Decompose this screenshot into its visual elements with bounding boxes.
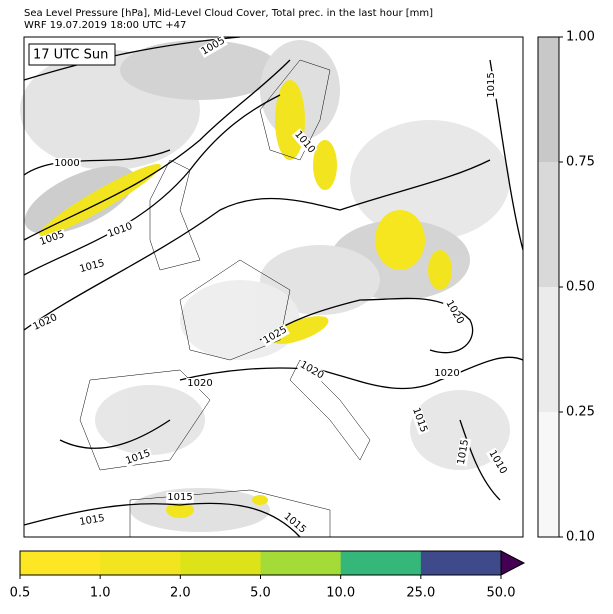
tick-label: 0.25 xyxy=(566,405,595,420)
isobar-label: 1015 xyxy=(456,439,471,466)
isobar-label-bg xyxy=(77,512,107,529)
map-frame xyxy=(23,36,524,538)
isobar-label-bg xyxy=(198,34,228,59)
tick-label: 0.10 xyxy=(566,530,595,545)
isobar-label-bg xyxy=(442,297,467,327)
isobar-label-bg xyxy=(77,257,107,276)
colorbar-segment xyxy=(538,37,559,162)
isobar-label-bg xyxy=(37,228,67,249)
isobar-label: 1015 xyxy=(79,513,106,528)
tick-label: 50.0 xyxy=(487,586,516,601)
isobar-label-bg xyxy=(166,492,194,503)
isobar-label-bg xyxy=(30,311,60,334)
isobar-label: 1020 xyxy=(434,368,459,379)
isobar-label-bg xyxy=(260,323,290,348)
isobar-label: 1000 xyxy=(54,158,79,169)
colorbar-segment xyxy=(20,551,101,575)
time-box xyxy=(28,43,116,66)
colorbar-segment xyxy=(538,287,559,412)
colorbar-segment xyxy=(420,551,502,575)
tick-label: 1.0 xyxy=(90,586,111,601)
isobar-label-bg xyxy=(280,510,309,537)
tick-label: 2.0 xyxy=(170,586,191,601)
colorbar-segment xyxy=(100,551,181,575)
isobar-label-bg xyxy=(291,128,318,157)
tick-label: 0.5 xyxy=(10,586,31,601)
precip-colorbar: 0.5 1.0 2.0 5.0 10.0 25.0 50.0 xyxy=(10,550,526,601)
tick-label: 5.0 xyxy=(250,586,271,601)
isobar-label-bg xyxy=(455,437,472,467)
isobars xyxy=(23,36,524,538)
cloud-cover xyxy=(20,40,510,532)
isobar-label-bg xyxy=(433,368,461,379)
isobar-label-bg xyxy=(186,378,214,389)
colorbar-segment xyxy=(260,551,342,575)
isobar-label-bg xyxy=(53,158,81,169)
tick-label: 0.75 xyxy=(566,155,595,170)
time-label: 17 UTC Sun xyxy=(33,48,108,63)
isobar-label-bg xyxy=(486,71,497,99)
subtitle: WRF 19.07.2019 18:00 UTC +47 xyxy=(24,20,186,31)
isobar-label-bg xyxy=(409,405,430,435)
colorbar-segment xyxy=(538,162,559,287)
isobar-label: 1020 xyxy=(187,378,212,389)
colorbar-extend xyxy=(500,550,526,576)
isobar-label-bg xyxy=(297,358,327,383)
title: Sea Level Pressure [hPa], Mid-Level Clou… xyxy=(24,8,433,19)
tick-label: 0.50 xyxy=(566,280,595,295)
isobar-label-bg xyxy=(105,220,135,241)
tick-label: 1.00 xyxy=(566,30,595,45)
isobar-label-bg xyxy=(485,447,510,477)
cloud-colorbar: 0.10 0.25 0.50 0.75 1.00 xyxy=(537,30,595,545)
coastlines xyxy=(79,59,371,538)
tick-label: 25.0 xyxy=(406,586,435,601)
isobar-label-bg xyxy=(123,447,153,468)
isobar-label: 1015 xyxy=(167,492,192,503)
isobar-label: 1015 xyxy=(486,72,497,97)
colorbar-segment xyxy=(538,412,559,537)
colorbar-segment xyxy=(180,551,261,575)
colorbar-segment xyxy=(340,551,422,575)
tick-label: 10.0 xyxy=(326,586,355,601)
